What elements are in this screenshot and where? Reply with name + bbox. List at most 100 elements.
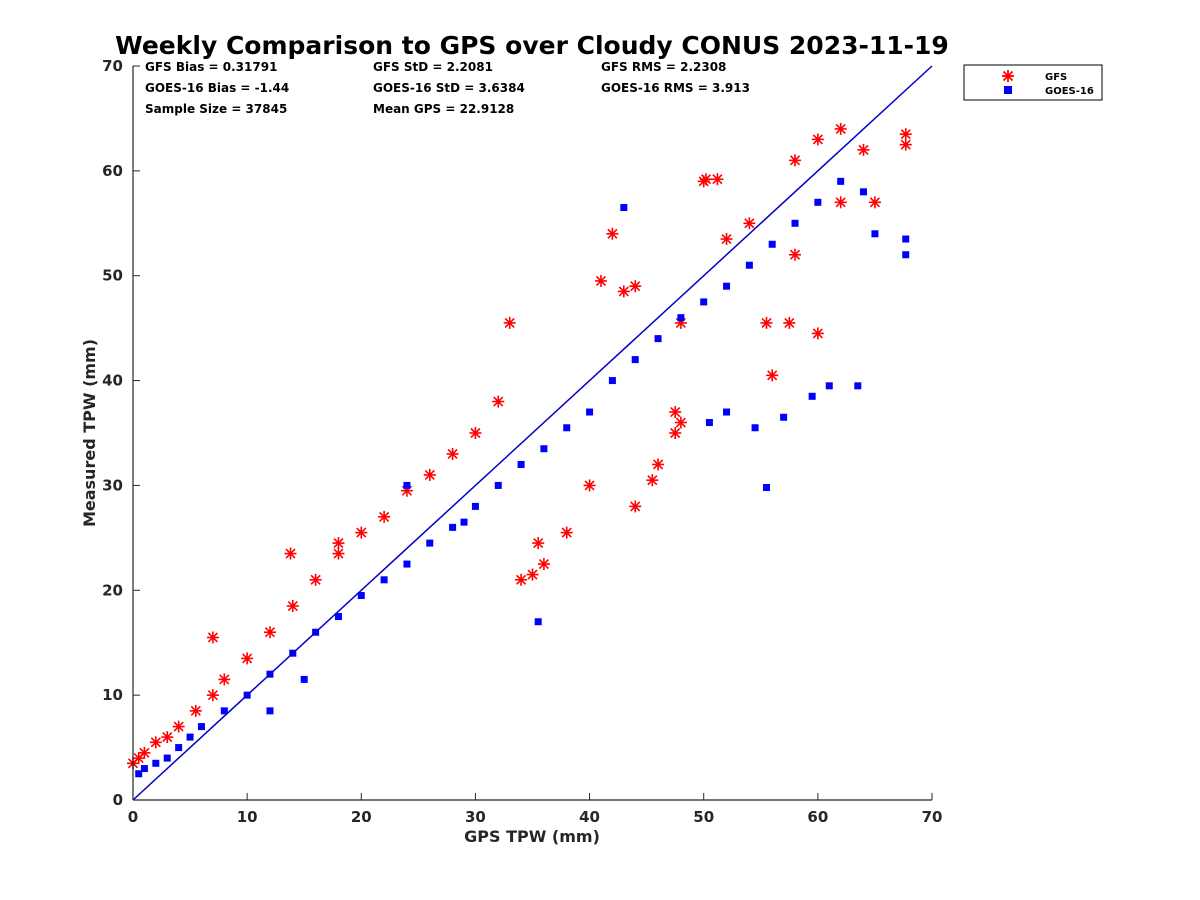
gfs-point <box>743 217 756 230</box>
gfs-point <box>674 416 687 429</box>
goes-point <box>357 592 365 600</box>
x-tick-label: 30 <box>465 808 486 826</box>
gfs-point <box>423 468 436 481</box>
goes-point <box>700 298 708 306</box>
goes-point <box>854 382 862 390</box>
goes-point <box>534 618 542 626</box>
goes-point <box>768 240 776 248</box>
reference-line <box>132 65 933 801</box>
gfs-point <box>503 316 516 329</box>
stat-goes-std: GOES-16 StD = 3.6384 <box>373 81 525 95</box>
gfs-point <box>783 316 796 329</box>
gfs-point <box>492 395 505 408</box>
goes-point <box>494 481 502 489</box>
goes-point <box>631 356 639 364</box>
stat-mean-gps: Mean GPS = 22.9128 <box>373 102 514 116</box>
gfs-point <box>537 558 550 571</box>
gfs-point <box>834 122 847 135</box>
goes-point <box>175 744 183 752</box>
goes-point <box>654 335 662 343</box>
goes-point <box>791 219 799 227</box>
gfs-point <box>378 510 391 523</box>
goes-point <box>220 707 228 715</box>
gfs-point <box>138 746 151 759</box>
goes-point <box>723 408 731 416</box>
y-tick-label: 20 <box>102 581 123 599</box>
y-tick-label: 70 <box>102 57 123 75</box>
x-ticks: 0 10 20 30 40 50 60 70 <box>128 793 943 826</box>
goes-point <box>380 576 388 584</box>
gfs-point <box>286 600 299 613</box>
stats-annotations: GFS Bias = 0.31791 GFS StD = 2.2081 GFS … <box>145 60 750 116</box>
gfs-point <box>469 427 482 439</box>
goes-point <box>825 382 833 390</box>
goes-point <box>197 723 205 731</box>
gfs-point <box>446 447 459 460</box>
gfs-point <box>646 474 659 487</box>
gfs-point <box>161 731 174 744</box>
goes-point <box>449 523 457 531</box>
gfs-point <box>669 406 682 419</box>
stat-gfs-std: GFS StD = 2.2081 <box>373 60 493 74</box>
gfs-point <box>766 369 779 382</box>
goes-point <box>814 198 822 206</box>
gfs-point <box>309 573 322 586</box>
y-axis-label: Measured TPW (mm) <box>80 339 99 527</box>
goes-point <box>300 675 308 683</box>
gfs-point <box>355 526 368 539</box>
gfs-point <box>332 537 345 550</box>
goes-point <box>620 204 628 212</box>
legend-gfs-marker <box>1002 70 1014 82</box>
stat-gfs-rms: GFS RMS = 2.2308 <box>601 60 726 74</box>
gfs-point <box>629 500 642 513</box>
goes-point <box>902 251 910 259</box>
x-tick-label: 70 <box>922 808 943 826</box>
gfs-point <box>789 248 802 261</box>
gfs-point <box>606 227 619 240</box>
x-tick-label: 10 <box>237 808 258 826</box>
goes-point <box>163 754 171 762</box>
gfs-point <box>834 196 847 209</box>
gfs-point <box>899 128 912 141</box>
gfs-point <box>206 631 219 644</box>
x-tick-label: 20 <box>351 808 372 826</box>
goes-point <box>334 613 342 620</box>
y-tick-label: 40 <box>102 372 123 390</box>
goes-point <box>471 502 479 510</box>
legend-goes-label: GOES-16 <box>1045 86 1094 97</box>
plot-area <box>127 65 933 801</box>
gfs-point <box>263 626 276 639</box>
goes-point <box>403 481 411 489</box>
gfs-point <box>669 427 682 439</box>
goes-point <box>871 230 879 238</box>
goes-point <box>152 759 160 767</box>
y-tick-label: 60 <box>102 162 123 180</box>
goes-point <box>426 539 434 547</box>
goes-point <box>751 424 759 432</box>
goes-point <box>517 460 525 468</box>
gfs-point <box>560 526 573 539</box>
gfs-point <box>699 173 712 186</box>
gfs-point <box>189 704 202 717</box>
goes-point <box>762 484 770 492</box>
y-ticks: 0 10 20 30 40 50 60 70 <box>102 57 140 809</box>
goes-point <box>540 445 548 453</box>
goes-point <box>808 392 816 400</box>
goes-point <box>677 314 685 322</box>
gfs-point <box>868 196 881 209</box>
gfs-point <box>218 673 231 686</box>
gfs-point <box>720 233 733 246</box>
gfs-point <box>617 285 630 298</box>
goes-point <box>837 177 845 185</box>
goes-point <box>705 419 713 427</box>
gfs-point <box>583 479 596 492</box>
x-tick-label: 40 <box>579 808 600 826</box>
gfs-point <box>899 138 912 151</box>
y-tick-label: 0 <box>113 791 123 809</box>
legend: GFS GOES-16 <box>963 64 1103 101</box>
gfs-point <box>284 547 297 560</box>
gfs-point <box>857 143 870 156</box>
y-tick-label: 30 <box>102 476 123 494</box>
goes-point <box>403 560 411 568</box>
